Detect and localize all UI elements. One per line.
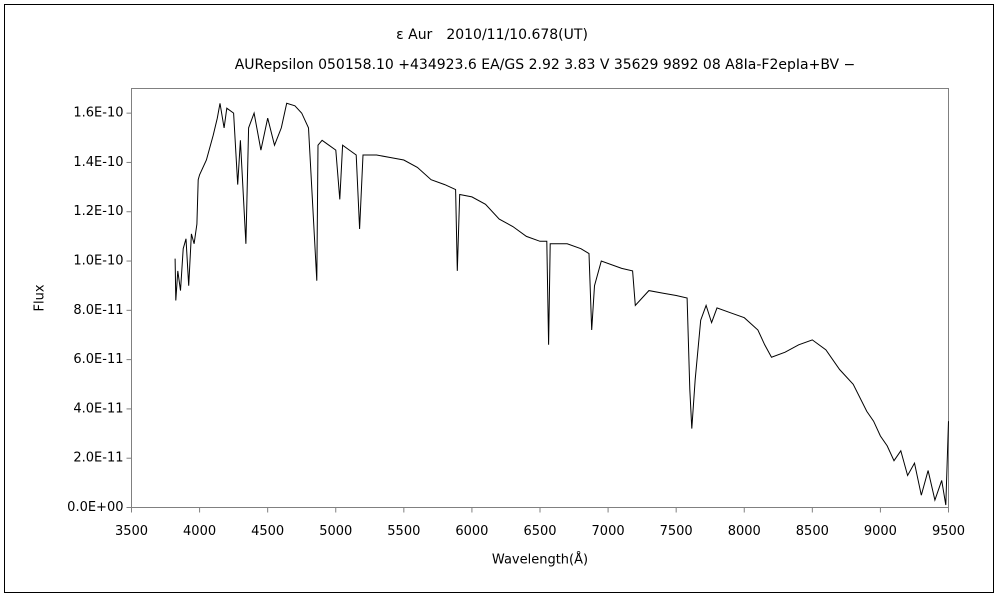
y-axis-label: Flux (33, 284, 48, 311)
x-tick-label: 4000 (183, 524, 216, 539)
x-tick-label: 6000 (455, 524, 488, 539)
y-tick-label: 2.0E-11 (73, 451, 123, 466)
x-tick-label: 3500 (115, 524, 148, 539)
x-tick-label: 9000 (864, 524, 897, 539)
chart-title: ε Aur 2010/11/10.678(UT) (396, 27, 588, 43)
y-tick-label: 6.0E-11 (73, 352, 123, 367)
x-tick-label: 8500 (796, 524, 829, 539)
y-tick-label: 1.4E-10 (73, 155, 123, 170)
y-tick-label: 4.0E-11 (73, 401, 123, 416)
x-tick-label: 5500 (387, 524, 420, 539)
spectrum-line (174, 102, 949, 506)
x-tick-label: 8000 (728, 524, 761, 539)
y-tick-label: 1.2E-10 (73, 204, 123, 219)
x-tick-label: 6500 (523, 524, 556, 539)
x-axis-label: Wavelength(Å) (492, 552, 588, 568)
x-tick-label: 4500 (251, 524, 284, 539)
plot-area (131, 88, 949, 508)
y-tick-label: 0.0E+00 (67, 500, 123, 515)
chart-subtitle: AURepsilon 050158.10 +434923.6 EA/GS 2.9… (235, 57, 856, 73)
y-tick-label: 1.0E-10 (73, 254, 123, 269)
x-tick-label: 5000 (319, 524, 352, 539)
x-tick-label: 7000 (592, 524, 625, 539)
y-tick-label: 8.0E-11 (73, 303, 123, 318)
x-tick-label: 7500 (660, 524, 693, 539)
x-tick-label: 9500 (932, 524, 965, 539)
y-tick-label: 1.6E-10 (73, 106, 123, 121)
